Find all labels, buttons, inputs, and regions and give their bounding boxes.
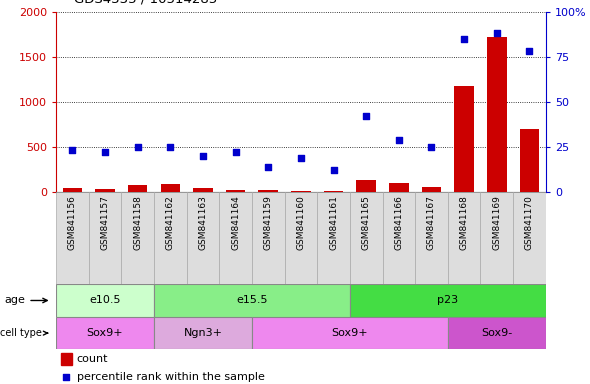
- Bar: [193, 189, 213, 192]
- Text: GSM841160: GSM841160: [296, 195, 306, 250]
- Bar: [56, 192, 88, 284]
- Bar: [324, 191, 343, 192]
- Bar: [61, 353, 72, 365]
- Bar: [422, 187, 441, 192]
- Bar: [154, 317, 252, 349]
- Point: [362, 113, 371, 119]
- Text: age: age: [5, 295, 47, 306]
- Text: GSM841162: GSM841162: [166, 195, 175, 250]
- Text: Ngn3+: Ngn3+: [183, 328, 222, 338]
- Text: GSM841168: GSM841168: [460, 195, 468, 250]
- Text: e15.5: e15.5: [236, 295, 268, 306]
- Point: [427, 144, 436, 150]
- Bar: [513, 192, 546, 284]
- Bar: [350, 192, 382, 284]
- Text: p23: p23: [437, 295, 458, 306]
- Text: GSM841167: GSM841167: [427, 195, 436, 250]
- Text: percentile rank within the sample: percentile rank within the sample: [77, 372, 264, 382]
- Text: GSM841170: GSM841170: [525, 195, 534, 250]
- Bar: [252, 317, 448, 349]
- Bar: [350, 284, 546, 317]
- Point: [492, 30, 502, 36]
- Bar: [128, 185, 148, 192]
- Bar: [252, 192, 284, 284]
- Bar: [356, 180, 376, 192]
- Point: [68, 147, 77, 154]
- Text: e10.5: e10.5: [89, 295, 121, 306]
- Bar: [520, 129, 539, 192]
- Bar: [219, 192, 252, 284]
- Bar: [154, 192, 186, 284]
- Point: [460, 36, 469, 42]
- Text: GSM841159: GSM841159: [264, 195, 273, 250]
- Bar: [88, 192, 122, 284]
- Bar: [122, 192, 154, 284]
- Text: GSM841157: GSM841157: [100, 195, 110, 250]
- Text: count: count: [77, 354, 108, 364]
- Point: [198, 153, 208, 159]
- Bar: [63, 189, 82, 192]
- Text: cell type: cell type: [0, 328, 48, 338]
- Bar: [389, 183, 409, 192]
- Bar: [291, 190, 311, 192]
- Bar: [448, 192, 480, 284]
- Text: GSM841169: GSM841169: [492, 195, 502, 250]
- Point: [525, 48, 534, 54]
- Text: Sox9+: Sox9+: [87, 328, 123, 338]
- Text: Sox9+: Sox9+: [332, 328, 368, 338]
- Bar: [454, 86, 474, 192]
- Bar: [95, 189, 115, 192]
- Bar: [154, 284, 350, 317]
- Bar: [448, 317, 546, 349]
- Point: [231, 149, 240, 156]
- Text: GSM841161: GSM841161: [329, 195, 338, 250]
- Text: GSM841156: GSM841156: [68, 195, 77, 250]
- Bar: [186, 192, 219, 284]
- Point: [329, 167, 338, 174]
- Text: Sox9-: Sox9-: [481, 328, 512, 338]
- Bar: [415, 192, 448, 284]
- Bar: [160, 184, 180, 192]
- Bar: [226, 190, 245, 192]
- Bar: [317, 192, 350, 284]
- Text: GDS4335 / 10514285: GDS4335 / 10514285: [74, 0, 217, 6]
- Bar: [487, 37, 507, 192]
- Text: GSM841158: GSM841158: [133, 195, 142, 250]
- Point: [264, 164, 273, 170]
- Bar: [284, 192, 317, 284]
- Point: [166, 144, 175, 150]
- Point: [296, 155, 306, 161]
- Text: GSM841163: GSM841163: [198, 195, 208, 250]
- Bar: [382, 192, 415, 284]
- Bar: [258, 190, 278, 192]
- Point: [61, 374, 71, 380]
- Text: GSM841165: GSM841165: [362, 195, 371, 250]
- Bar: [56, 317, 154, 349]
- Point: [394, 137, 404, 143]
- Point: [133, 144, 142, 150]
- Text: GSM841166: GSM841166: [394, 195, 404, 250]
- Text: GSM841164: GSM841164: [231, 195, 240, 250]
- Bar: [480, 192, 513, 284]
- Point: [100, 149, 110, 156]
- Bar: [56, 284, 154, 317]
